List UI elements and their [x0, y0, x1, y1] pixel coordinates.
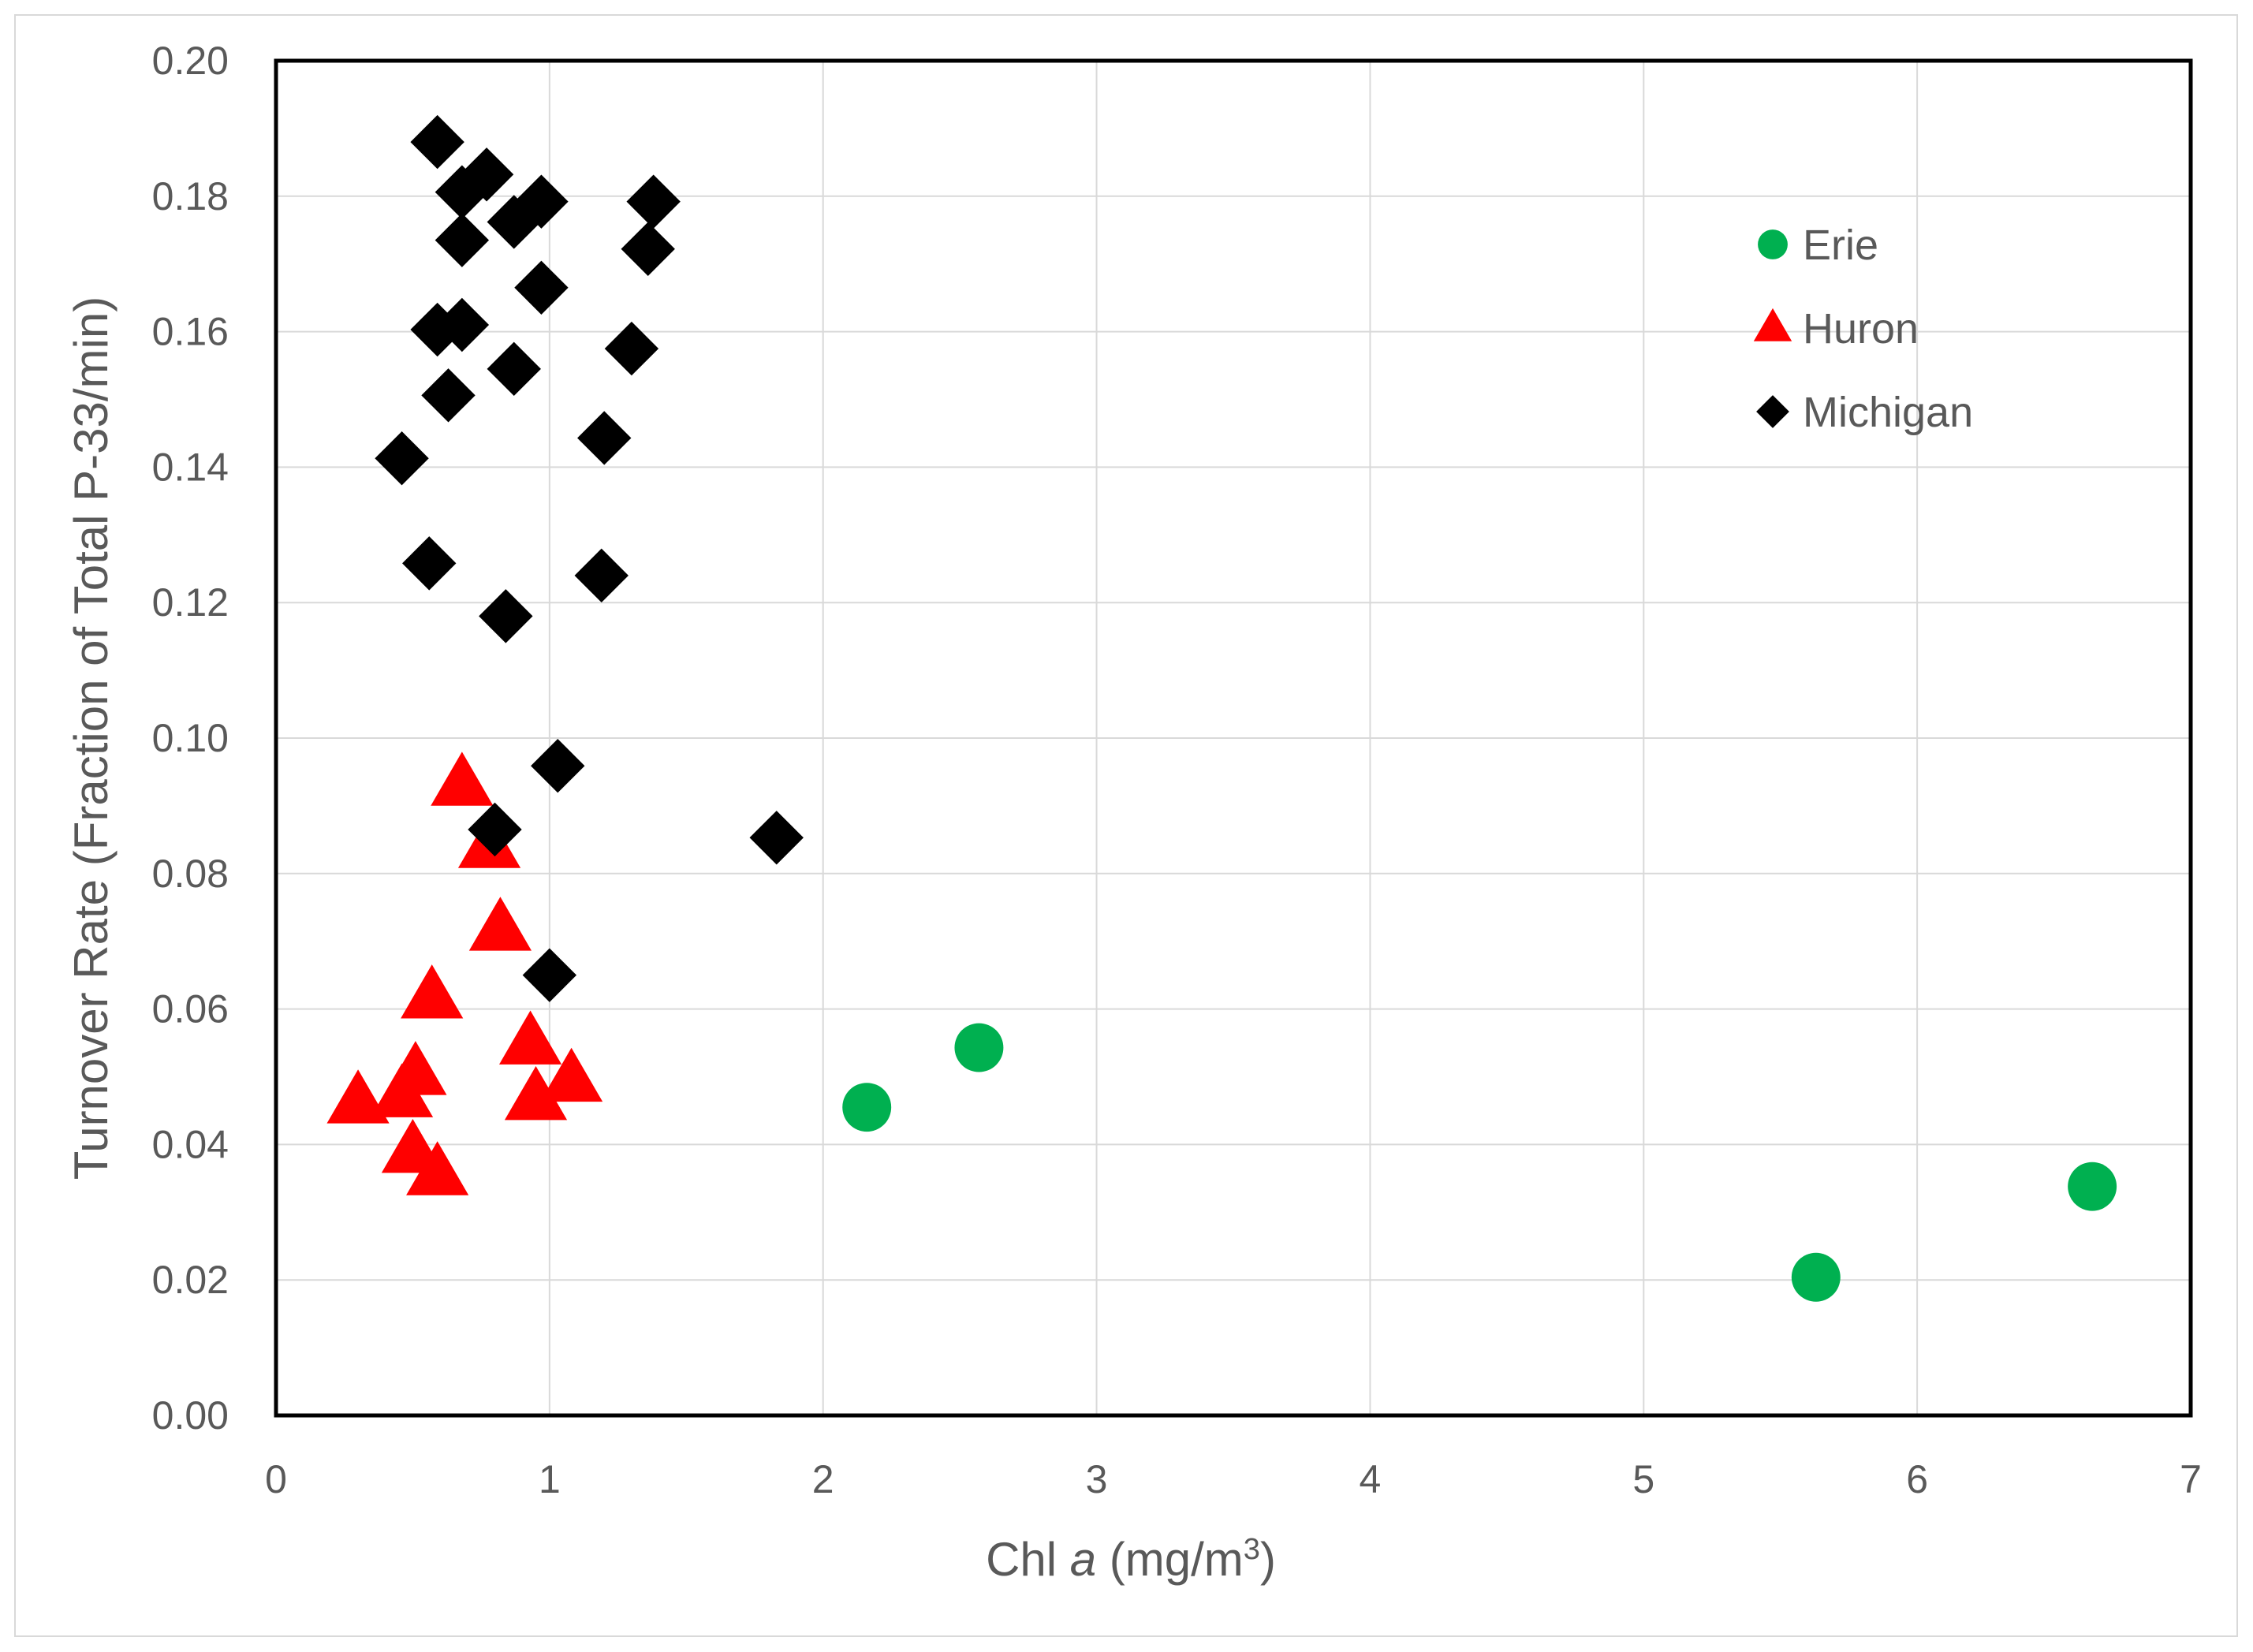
chart-frame [14, 14, 2238, 1637]
legend-item-erie: Erie [1758, 222, 1878, 269]
data-point-michigan [749, 811, 804, 865]
x-tick-label: 7 [2180, 1457, 2202, 1501]
y-tick-label: 0.16 [152, 310, 229, 354]
y-tick-label: 0.14 [152, 445, 229, 489]
x-axis-title-prefix: Chl [986, 1533, 1070, 1586]
data-point-erie [1791, 1252, 1841, 1302]
data-point-michigan [522, 948, 577, 1002]
x-axis-title-sup: 3 [1244, 1533, 1260, 1566]
plot-area-border [274, 58, 2193, 1418]
y-tick-label: 0.06 [152, 987, 229, 1031]
data-point-huron [504, 1065, 568, 1121]
data-point-erie [2068, 1162, 2117, 1211]
data-points [326, 114, 2117, 1302]
x-tick-label: 5 [1632, 1457, 1654, 1501]
data-point-michigan [487, 195, 541, 249]
y-tick-label: 0.04 [152, 1122, 229, 1166]
x-axis-title-italic: a [1070, 1533, 1096, 1586]
data-point-michigan [459, 147, 514, 202]
legend-item-huron: Huron [1753, 305, 1919, 352]
data-point-michigan [574, 548, 629, 603]
data-point-erie [842, 1083, 892, 1132]
data-point-huron [468, 897, 532, 951]
data-point-michigan [531, 739, 585, 793]
data-point-huron [401, 964, 464, 1019]
data-point-michigan [468, 802, 522, 857]
data-point-michigan [604, 321, 659, 376]
data-point-michigan [410, 302, 464, 357]
x-tick-label: 6 [1906, 1457, 1928, 1501]
y-axis-title: Turnover Rate (Fraction of Total P-33/mi… [65, 296, 117, 1180]
data-point-michigan [487, 341, 541, 397]
legend-marker-michigan [1756, 395, 1789, 428]
y-tick-label: 0.10 [152, 716, 229, 760]
data-point-michigan [626, 174, 681, 229]
data-point-huron [431, 751, 494, 806]
data-point-michigan [621, 222, 675, 277]
legend-label: Erie [1803, 222, 1878, 269]
data-point-huron [326, 1069, 390, 1124]
x-tick-label: 3 [1086, 1457, 1108, 1501]
data-point-michigan [514, 260, 569, 315]
data-point-michigan [435, 297, 490, 352]
y-tick-label: 0.02 [152, 1258, 229, 1302]
axis-ticks: 0.00 0.02 0.04 0.06 0.08 0.10 0.12 0.14 0.16 0.18… [152, 39, 2202, 1501]
x-tick-label: 0 [265, 1457, 287, 1501]
x-axis-title: Chl a (mg/m3) [986, 1533, 1276, 1586]
x-axis-title-close: ) [1260, 1533, 1276, 1586]
data-point-michigan [375, 431, 429, 486]
legend-label: Michigan [1803, 389, 1973, 436]
data-point-michigan [577, 411, 632, 465]
gridlines [276, 61, 2191, 1415]
y-tick-label: 0.20 [152, 39, 229, 83]
x-tick-label: 2 [812, 1457, 834, 1501]
series-erie [842, 1023, 2117, 1302]
series-michigan [375, 114, 804, 1002]
legend-marker-huron [1753, 308, 1792, 341]
data-point-huron [406, 1141, 469, 1195]
data-point-michigan [402, 536, 457, 591]
legend: Erie Huron Michigan [1753, 222, 1973, 436]
y-tick-label: 0.08 [152, 852, 229, 896]
data-point-michigan [421, 368, 476, 423]
y-tick-label: 0.00 [152, 1393, 229, 1438]
x-tick-label: 4 [1360, 1457, 1382, 1501]
data-point-michigan [479, 589, 533, 643]
data-point-michigan [435, 165, 490, 219]
legend-marker-erie [1758, 229, 1788, 259]
data-point-huron [540, 1047, 603, 1102]
legend-label: Huron [1803, 305, 1919, 352]
y-tick-label: 0.12 [152, 580, 229, 625]
x-axis-title-suffix: (mg/m [1096, 1533, 1244, 1586]
series-huron [326, 751, 603, 1195]
legend-item-michigan: Michigan [1756, 389, 1973, 436]
data-point-michigan [514, 174, 569, 229]
data-point-erie [954, 1023, 1004, 1072]
x-tick-label: 1 [539, 1457, 561, 1501]
data-point-michigan [435, 213, 490, 267]
data-point-huron [384, 1041, 447, 1095]
data-point-michigan [410, 114, 464, 170]
data-point-huron [498, 1010, 562, 1065]
y-tick-label: 0.18 [152, 174, 229, 218]
